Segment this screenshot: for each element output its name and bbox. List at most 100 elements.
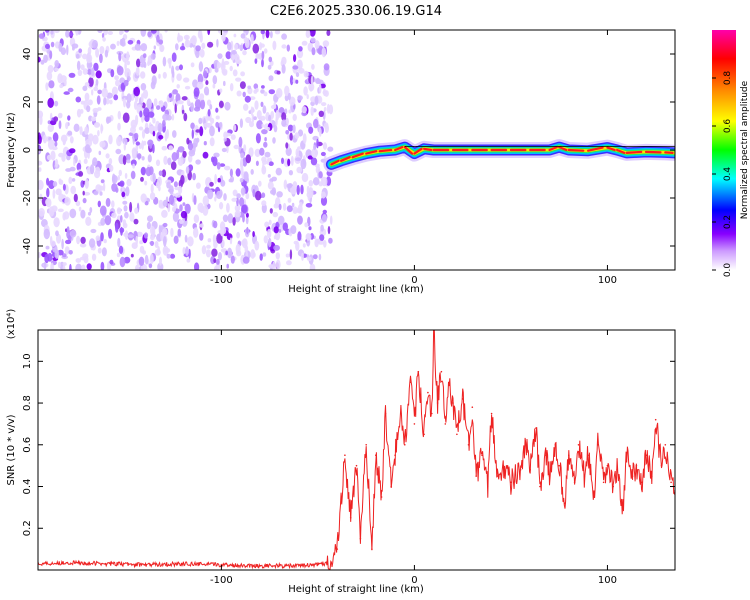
snr-point [380,496,383,498]
snr-point [583,475,586,477]
snr-point [602,481,605,484]
noise-blob [54,158,59,168]
noise-blob [144,201,149,206]
noise-blob [122,200,128,205]
noise-blob [158,185,161,192]
noise-blob [67,130,73,136]
noise-blob [259,147,265,156]
noise-blob [89,164,95,175]
noise-blob [244,38,250,49]
noise-blob [297,95,303,101]
noise-blob [251,114,255,123]
noise-blob [144,254,149,265]
noise-blob [315,165,321,174]
noise-blob [120,30,124,34]
noise-blob [139,110,143,118]
noise-blob [152,117,156,124]
noise-blob [318,110,324,118]
noise-blob [155,159,161,167]
noise-blob [217,177,221,183]
noise-blob [52,181,58,187]
noise-blob [109,99,113,105]
noise-blob [301,106,307,114]
snr-point [371,548,373,550]
noise-blob [293,240,299,245]
noise-blob [67,87,74,93]
noise-blob [199,126,204,137]
noise-blob [290,185,297,195]
noise-blob [195,159,201,165]
snr-point [558,464,560,467]
snr-point [568,454,570,457]
snr-point [467,444,470,446]
noise-blob [133,218,139,225]
noise-blob [229,237,233,245]
noise-blob [190,35,197,46]
noise-blob [66,44,69,56]
signal-track-core [558,146,568,152]
noise-blob [147,154,152,163]
noise-blob [185,203,191,214]
noise-blob [149,192,156,201]
noise-blob [188,154,193,163]
noise-blob [97,130,100,137]
noise-blob [199,99,206,110]
noise-blob [172,89,179,95]
noise-blob [50,41,55,48]
noise-blob [281,119,287,127]
noise-blob [267,237,272,248]
noise-blob [239,118,243,128]
noise-blob [109,164,114,172]
noise-blob [199,232,204,241]
noise-blob [226,263,229,269]
noise-blob [161,145,168,151]
noise-blob [62,183,66,191]
noise-blob [234,210,241,218]
noise-blob [89,207,93,213]
snr-point [326,562,329,565]
noise-blob [215,121,220,128]
noise-blob [229,168,233,177]
noise-blob [245,116,252,124]
noise-blob [150,30,157,34]
noise-blob [168,59,172,69]
noise-blob [276,191,283,198]
noise-blob [140,166,146,176]
noise-blob [147,60,150,67]
noise-blob [261,200,267,207]
signal-track-core [378,148,393,153]
noise-blob [58,120,62,130]
noise-blob [281,56,287,66]
noise-blob [54,141,58,147]
noise-blob [292,65,299,70]
noise-blob [281,157,284,164]
noise-blob [216,258,220,265]
noise-blob [98,150,102,156]
noise-blob [162,113,170,121]
noise-blob [308,180,314,187]
noise-blob [297,231,302,241]
noise-blob [135,114,139,126]
colorbar-tick-label: 0.4 [723,167,733,182]
noise-blob [140,83,147,91]
noise-blob [298,46,303,52]
noise-blob [158,135,164,140]
noise-blob [88,77,94,87]
noise-blob [308,126,314,134]
noise-blob [105,97,110,105]
noise-blob [152,130,156,137]
noise-blob [195,45,201,52]
noise-blob [38,33,45,39]
noise-blob [203,122,210,128]
noise-blob [54,30,60,34]
noise-blob [114,75,119,81]
noise-blob [93,86,99,92]
noise-blob [126,100,131,109]
noise-blob [239,197,245,207]
noise-blob [154,241,159,248]
noise-blob [286,183,293,189]
noise-blob [142,250,147,255]
spectrogram-axes: -100 0 100 -40 -20 0 20 40 [22,30,675,286]
noise-blob [103,239,107,244]
snr-point [670,481,672,484]
